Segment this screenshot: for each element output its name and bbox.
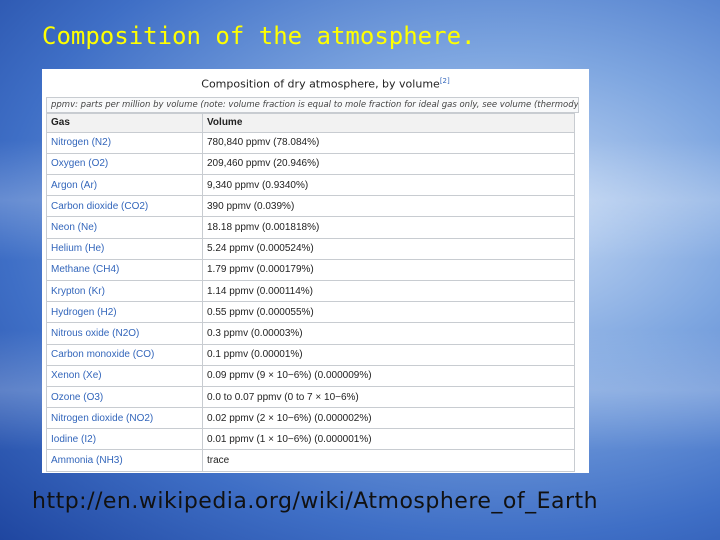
table-row: Methane (CH4) 1.79 ppmv (0.000179%) [46,258,575,281]
slide-title: Composition of the atmosphere. [42,22,476,50]
caption-reference-link[interactable]: [2] [439,77,450,85]
table-row: Ozone (O3) 0.0 to 0.07 ppmv (0 to 7 × 10−… [46,385,575,409]
table-row: Neon (Ne) 18.18 ppmv (0.001818%) [46,216,575,239]
gas-name-link[interactable]: Krypton (Kr) [46,279,203,303]
gas-volume: 0.3 ppmv (0.00003%) [202,322,575,345]
gas-volume: 18.18 ppmv (0.001818%) [202,216,575,239]
gas-name-link[interactable]: Methane (CH4) [46,258,203,281]
table-row: Helium (He) 5.24 ppmv (0.000524%) [46,237,575,260]
gas-volume: 0.55 ppmv (0.000055%) [202,301,575,324]
table-row: Nitrogen dioxide (NO2) 0.02 ppmv (2 × 10−… [46,407,575,430]
table-header-row: Gas Volume [46,112,575,133]
table-caption: Composition of dry atmosphere, by volume… [42,77,589,91]
caption-text: Composition of dry atmosphere, by volume [201,77,440,91]
gas-volume: 780,840 ppmv (78.084%) [202,131,575,154]
table-row: Argon (Ar) 9,340 ppmv (0.9340%) [46,174,575,197]
gas-volume: 0.0 to 0.07 ppmv (0 to 7 × 10−6%) [202,385,575,409]
gas-name-link[interactable]: Nitrous oxide (N2O) [46,322,203,345]
gas-volume: 209,460 ppmv (20.946%) [202,152,575,176]
gas-volume: 0.1 ppmv (0.00001%) [202,343,575,366]
gas-volume: 390 ppmv (0.039%) [202,195,575,218]
gas-name-link[interactable]: Iodine (I2) [46,428,203,451]
gas-volume: 5.24 ppmv (0.000524%) [202,237,575,260]
gas-volume: trace [202,449,575,472]
gas-name-link[interactable]: Xenon (Xe) [46,364,203,387]
units-note: ppmv: parts per million by volume (note:… [46,96,579,113]
table-screenshot: Composition of dry atmosphere, by volume… [42,69,589,473]
gas-name-link[interactable]: Helium (He) [46,237,203,260]
table-row: Nitrogen (N2) 780,840 ppmv (78.084%) [46,131,575,154]
gas-name-link[interactable]: Neon (Ne) [46,216,203,239]
gas-name-link[interactable]: Carbon monoxide (CO) [46,343,203,366]
gas-volume: 0.02 ppmv (2 × 10−6%) (0.000002%) [202,407,575,430]
gas-volume: 0.09 ppmv (9 × 10−6%) (0.000009%) [202,364,575,387]
table-row: Xenon (Xe) 0.09 ppmv (9 × 10−6%) (0.00000… [46,364,575,387]
gas-name-link[interactable]: Oxygen (O2) [46,152,203,176]
table-row: Carbon monoxide (CO) 0.1 ppmv (0.00001%) [46,343,575,366]
gas-volume: 1.14 ppmv (0.000114%) [202,279,575,303]
gas-volume: 1.79 ppmv (0.000179%) [202,258,575,281]
table-row: Oxygen (O2) 209,460 ppmv (20.946%) [46,152,575,176]
table-row: Ammonia (NH3) trace [46,449,575,472]
table-row: Nitrous oxide (N2O) 0.3 ppmv (0.00003%) [46,322,575,345]
gas-name-link[interactable]: Nitrogen (N2) [46,131,203,154]
header-gas: Gas [46,112,203,133]
gas-volume: 9,340 ppmv (0.9340%) [202,174,575,197]
composition-table: Gas Volume Nitrogen (N2) 780,840 ppmv (78… [46,112,575,472]
header-volume: Volume [202,112,575,133]
gas-name-link[interactable]: Hydrogen (H2) [46,301,203,324]
gas-name-link[interactable]: Argon (Ar) [46,174,203,197]
source-url[interactable]: http://en.wikipedia.org/wiki/Atmosphere_… [32,489,599,514]
table-row: Krypton (Kr) 1.14 ppmv (0.000114%) [46,279,575,303]
table-row: Hydrogen (H2) 0.55 ppmv (0.000055%) [46,301,575,324]
gas-name-link[interactable]: Carbon dioxide (CO2) [46,195,203,218]
gas-name-link[interactable]: Ozone (O3) [46,385,203,409]
gas-volume: 0.01 ppmv (1 × 10−6%) (0.000001%) [202,428,575,451]
gas-name-link[interactable]: Ammonia (NH3) [46,449,203,472]
gas-name-link[interactable]: Nitrogen dioxide (NO2) [46,407,203,430]
table-row: Carbon dioxide (CO2) 390 ppmv (0.039%) [46,195,575,218]
table-row: Iodine (I2) 0.01 ppmv (1 × 10−6%) (0.0000… [46,428,575,451]
